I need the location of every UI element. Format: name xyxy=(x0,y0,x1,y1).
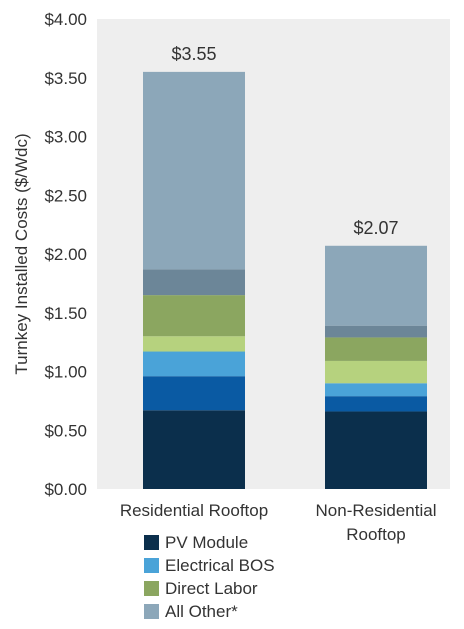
y-tick-label: $0.00 xyxy=(44,480,87,499)
legend-item: Electrical BOS xyxy=(144,554,275,577)
bar-segment xyxy=(325,383,427,397)
y-tick-label: $1.00 xyxy=(44,363,87,382)
bar-segment xyxy=(143,295,245,337)
x-category-label: Non-Residential xyxy=(316,501,437,520)
legend-swatch xyxy=(144,581,159,596)
total-data-label: $2.07 xyxy=(353,218,398,238)
bar-segment xyxy=(325,360,427,384)
y-tick-label: $2.00 xyxy=(44,245,87,264)
bar-segment xyxy=(325,411,427,489)
legend-item: All Other* xyxy=(144,600,275,623)
legend-swatch xyxy=(144,558,159,573)
legend-swatch xyxy=(144,535,159,550)
bar-segment xyxy=(325,325,427,338)
legend-swatch xyxy=(144,604,159,619)
bar-segment xyxy=(143,351,245,377)
bar-segment xyxy=(325,245,427,326)
bar-segment xyxy=(325,396,427,412)
bar-segment xyxy=(143,410,245,489)
legend-label: PV Module xyxy=(165,532,249,552)
legend-item: PV Module xyxy=(144,531,275,554)
y-tick-label: $4.00 xyxy=(44,10,87,29)
y-tick-label: $0.50 xyxy=(44,421,87,440)
legend: PV Module Electrical BOS Direct Labor All O… xyxy=(144,531,275,623)
bar-segment xyxy=(143,269,245,296)
y-tick-label: $1.50 xyxy=(44,304,87,323)
legend-label: All Other* xyxy=(165,601,238,621)
y-axis-label: Turnkey Installed Costs ($/Wdc) xyxy=(12,133,31,374)
legend-label: Direct Labor xyxy=(165,578,258,598)
x-category-label: Residential Rooftop xyxy=(120,501,268,520)
bar-segment xyxy=(143,376,245,411)
total-data-label: $3.55 xyxy=(171,44,216,64)
y-tick-label: $3.00 xyxy=(44,128,87,147)
bar-segment xyxy=(143,336,245,352)
legend-item: Direct Labor xyxy=(144,577,275,600)
y-tick-label: $2.50 xyxy=(44,186,87,205)
y-tick-label: $3.50 xyxy=(44,69,87,88)
bar-segment xyxy=(143,71,245,270)
x-category-label: Rooftop xyxy=(346,525,406,544)
legend-label: Electrical BOS xyxy=(165,555,275,575)
bar-segment xyxy=(325,337,427,361)
